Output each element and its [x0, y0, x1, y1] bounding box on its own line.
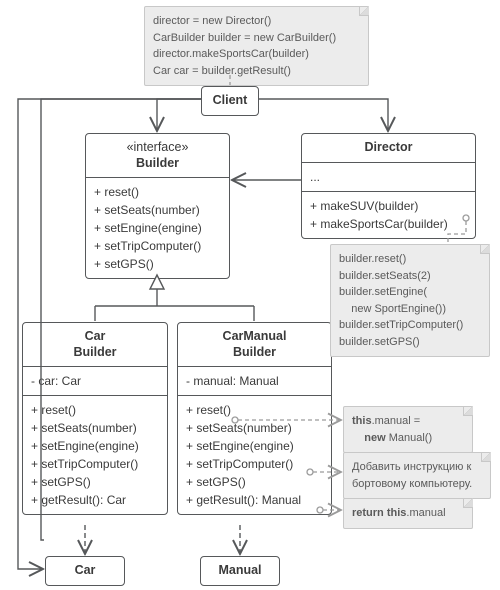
note-director-body: builder.reset() builder.setSeats(2) buil…: [330, 244, 490, 357]
note-fold-icon: [463, 498, 473, 508]
class-methods: + makeSUV(builder) + makeSportsCar(build…: [302, 192, 475, 238]
class-car: Car: [45, 556, 125, 586]
class-title: Director: [302, 134, 475, 163]
class-car-manual-builder: CarManual Builder - manual: Manual + res…: [177, 322, 332, 515]
uml-canvas: director = new Director() CarBuilder bui…: [0, 0, 500, 590]
note-fold-icon: [463, 406, 473, 416]
class-client: Client: [201, 86, 259, 116]
class-title: Car Builder: [23, 323, 167, 367]
class-title: Car: [46, 557, 124, 585]
class-car-builder: Car Builder - car: Car + reset() + setSe…: [22, 322, 168, 515]
note-fold-icon: [481, 452, 491, 462]
note-fold-icon: [480, 244, 490, 254]
class-methods: + reset() + setSeats(number) + setEngine…: [23, 396, 167, 514]
class-title: Manual: [201, 557, 279, 585]
note-reset: this.manual = new Manual(): [343, 406, 473, 453]
class-fields: - manual: Manual: [178, 367, 331, 396]
note-return: return this.manual: [343, 498, 473, 529]
class-director: Director ... + makeSUV(builder) + makeSp…: [301, 133, 476, 239]
class-builder: «interface» Builder + reset() + setSeats…: [85, 133, 230, 279]
note-fold-icon: [359, 6, 369, 16]
note-client-code: director = new Director() CarBuilder bui…: [144, 6, 369, 86]
class-methods: + reset() + setSeats(number) + setEngine…: [178, 396, 331, 514]
class-fields: ...: [302, 163, 475, 192]
class-manual: Manual: [200, 556, 280, 586]
class-methods: + reset() + setSeats(number) + setEngine…: [86, 178, 229, 278]
class-fields: - car: Car: [23, 367, 167, 396]
class-title: Client: [202, 87, 258, 115]
class-title: CarManual Builder: [178, 323, 331, 367]
class-title: «interface» Builder: [86, 134, 229, 178]
note-trip: Добавить инструкцию к бортовому компьюте…: [343, 452, 491, 499]
